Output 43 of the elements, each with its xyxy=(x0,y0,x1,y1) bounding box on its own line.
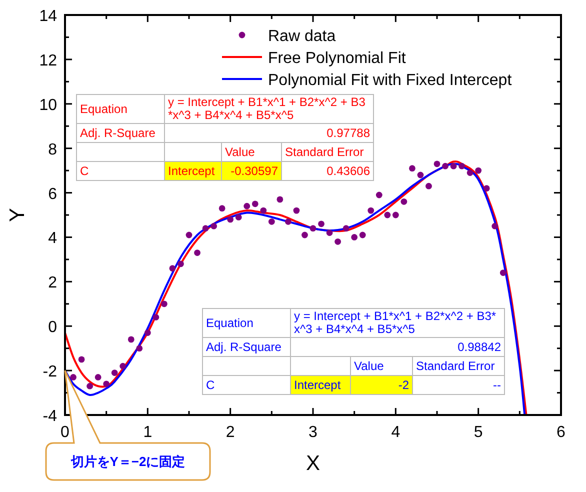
annotation: Intercept xyxy=(164,162,222,180)
x-tick-label: 0 xyxy=(60,424,70,441)
y-tick-label: 12 xyxy=(39,52,58,70)
x-tick-label: 3 xyxy=(308,424,318,441)
annotation: Adj. R-Square xyxy=(202,338,290,356)
legend-label: Raw data xyxy=(268,28,336,45)
annotation: -2 xyxy=(350,376,412,394)
y-tick-label: 0 xyxy=(48,319,58,336)
y-tick-label: 14 xyxy=(39,8,58,25)
annotation: Standard Error xyxy=(412,356,505,376)
annotation: -- xyxy=(412,376,505,394)
legend-label: Free Polynomial Fit xyxy=(268,50,406,67)
annotation: Adj. R-Square xyxy=(76,124,164,142)
y-tick-label: -4 xyxy=(42,408,58,425)
y-tick-label: 10 xyxy=(39,96,58,114)
annotation: Intercept xyxy=(290,376,350,394)
annotation: y = Intercept + B1*x^1 + B2*x^2 + B3*x^3 + B4*x^4 + B5*x^5 xyxy=(290,308,505,338)
annotation: 0.98842 xyxy=(290,338,505,356)
y-axis-title: Y xyxy=(6,208,29,222)
annotation: C xyxy=(76,162,164,180)
annotation: Standard Error xyxy=(282,142,374,162)
text: 切片をY＝−2に固定 xyxy=(70,453,186,471)
x-tick-label: 4 xyxy=(391,424,400,441)
legend-label: Polynomial Fit with Fixed Intercept xyxy=(268,72,512,89)
x-tick-label: 5 xyxy=(474,424,483,441)
y-tick-label: 2 xyxy=(48,274,58,292)
y-tick-label: 4 xyxy=(48,230,58,248)
x-tick-label: 1 xyxy=(143,424,152,441)
x-tick-label: 2 xyxy=(226,424,235,441)
x-axis-title: X xyxy=(306,452,320,475)
annotation: Value xyxy=(350,356,412,376)
x-tick-label: 6 xyxy=(556,424,566,441)
annotation: C xyxy=(202,376,290,394)
annotation: 0.43606 xyxy=(282,162,374,180)
annotation: Equation xyxy=(76,94,164,124)
annotation: Value xyxy=(222,142,282,162)
annotation: 0.97788 xyxy=(164,124,374,142)
y-tick-label: 8 xyxy=(48,141,58,158)
annotation: y = Intercept + B1*x^1 + B2*x^2 + B3*x^3 + B4*x^4 + B5*x^5 xyxy=(164,94,374,124)
y-tick-label: -2 xyxy=(42,364,58,381)
annotation: Equation xyxy=(202,308,290,338)
annotation: -0.30597 xyxy=(222,162,282,180)
y-tick-label: 6 xyxy=(48,186,58,203)
